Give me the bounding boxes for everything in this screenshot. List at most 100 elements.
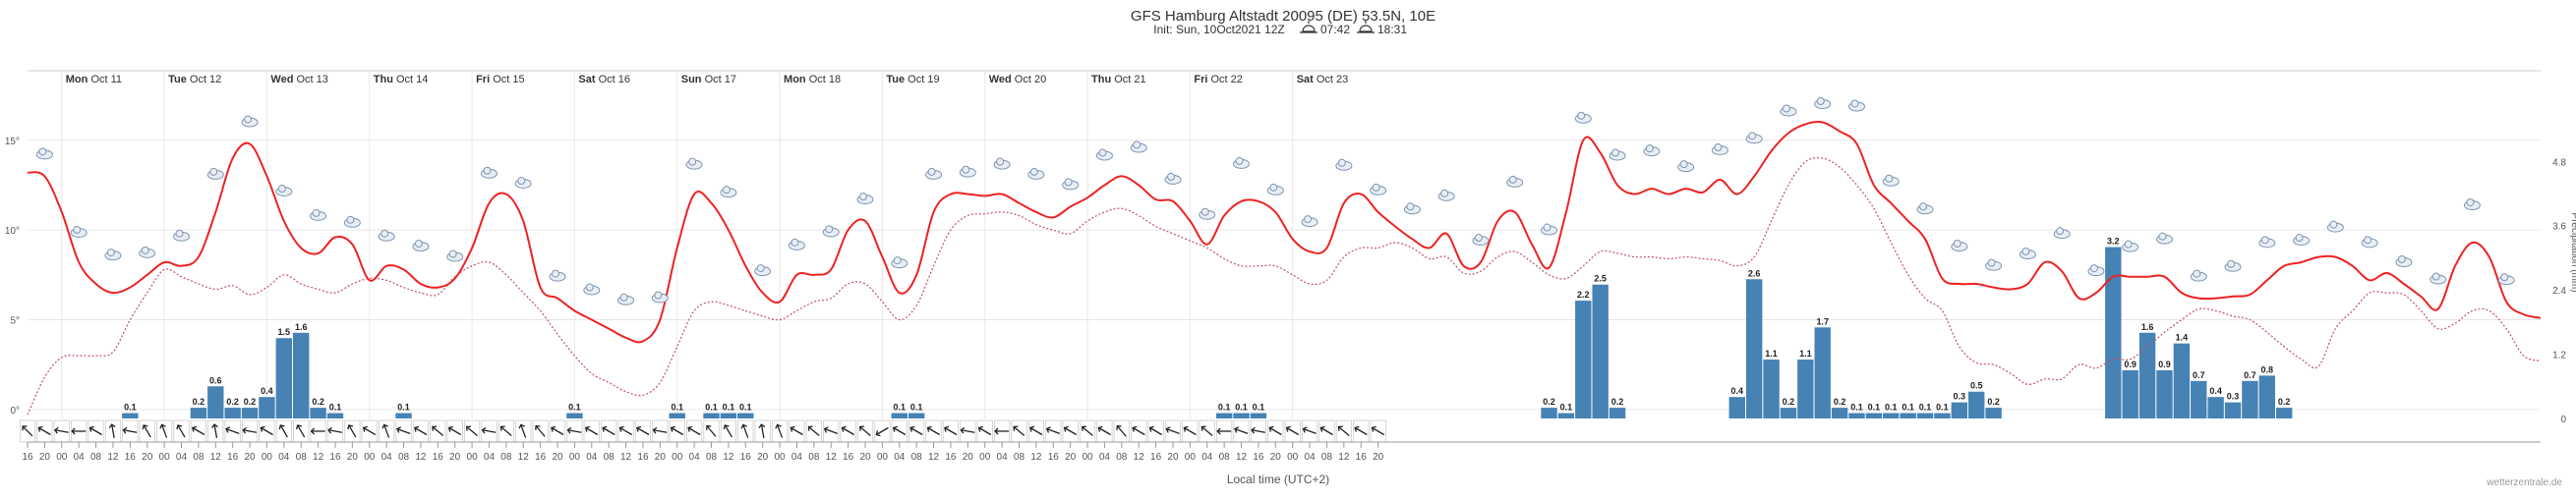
wind-arrow-head bbox=[977, 425, 983, 432]
precip-label: 0.2 bbox=[1543, 397, 1555, 407]
cloud-puff bbox=[1816, 97, 1825, 105]
wind-arrow-head bbox=[37, 425, 43, 432]
precip-bar bbox=[669, 413, 685, 418]
x-tick-label: 00 bbox=[672, 452, 683, 463]
wind-arrow-head bbox=[432, 425, 438, 431]
cloud-icon bbox=[2293, 234, 2311, 247]
x-tick-label: 12 bbox=[107, 452, 119, 463]
precip-bar bbox=[1557, 413, 1575, 418]
cloud-puff bbox=[1577, 111, 1586, 120]
x-tick-label: 16 bbox=[433, 452, 444, 463]
x-tick-label: 00 bbox=[262, 452, 273, 463]
x-tick-label: 16 bbox=[1150, 452, 1162, 463]
cloud-icon bbox=[2326, 220, 2344, 233]
wind-barb bbox=[310, 427, 325, 435]
precip-label: 0.1 bbox=[1218, 403, 1231, 413]
x-tick-label: 08 bbox=[398, 452, 410, 463]
wind-arrow-head bbox=[1013, 425, 1019, 431]
wind-arrow-head bbox=[192, 425, 198, 432]
precip-label: 0.1 bbox=[1885, 403, 1898, 413]
wind-shaft bbox=[636, 426, 650, 436]
precip-bar bbox=[310, 408, 326, 418]
precip-label: 0.1 bbox=[329, 403, 342, 413]
wind-barb bbox=[396, 426, 411, 435]
cloud-puff bbox=[1098, 148, 1107, 157]
cloud-icon bbox=[206, 167, 224, 180]
wind-shaft bbox=[1338, 426, 1350, 436]
wind-shaft bbox=[1320, 426, 1333, 436]
precip-bar bbox=[1916, 413, 1934, 418]
wind-arrow-head bbox=[1234, 426, 1240, 433]
wind-shaft bbox=[1183, 426, 1197, 436]
wind-arrow-head bbox=[499, 425, 505, 431]
wind-arrow-head bbox=[466, 425, 472, 431]
wind-barb bbox=[295, 424, 306, 438]
cloud-icon bbox=[925, 167, 943, 180]
precip-label: 0.1 bbox=[910, 403, 923, 413]
cloud-icon bbox=[1951, 239, 1968, 251]
x-tick-label: 08 bbox=[1014, 452, 1025, 463]
x-tick-label: 04 bbox=[586, 452, 598, 463]
precip-label: 0.1 bbox=[1560, 403, 1573, 413]
precip-bar bbox=[293, 332, 310, 418]
wind-shaft bbox=[859, 426, 871, 436]
precip-label: 2.5 bbox=[1594, 274, 1607, 284]
wind-shaft bbox=[89, 426, 102, 436]
wind-arrow-head bbox=[176, 424, 183, 430]
cloud-puff bbox=[2193, 269, 2201, 278]
wind-shaft bbox=[520, 424, 527, 438]
precip-label: 1.7 bbox=[1816, 316, 1829, 326]
x-tick-label: 08 bbox=[90, 452, 102, 463]
x-tick-label: 12 bbox=[1134, 452, 1145, 463]
wind-arrow-head bbox=[381, 423, 388, 429]
wind-arrow-head bbox=[1268, 425, 1274, 432]
x-tick-label: 20 bbox=[963, 452, 974, 463]
wind-arrow-head bbox=[396, 426, 402, 433]
cloud-icon bbox=[1095, 148, 1113, 161]
cloud-puff bbox=[927, 167, 936, 176]
cloud-puff bbox=[448, 250, 457, 258]
precip-bar bbox=[1592, 284, 1609, 418]
cloud-puff bbox=[2431, 272, 2440, 281]
cloud-puff bbox=[1406, 202, 1415, 211]
x-tick-label: 04 bbox=[1099, 452, 1111, 463]
day-label: Wed Oct 20 bbox=[989, 74, 1046, 85]
wind-shaft bbox=[482, 429, 497, 433]
precip-label: 1.4 bbox=[2176, 333, 2189, 343]
cloud-icon bbox=[70, 226, 88, 239]
temperature-lines bbox=[27, 121, 2542, 416]
precip-label: 0.1 bbox=[1936, 403, 1949, 413]
cloud-icon bbox=[685, 157, 703, 170]
cloud-puff bbox=[73, 226, 82, 235]
cloud-icon bbox=[617, 293, 635, 305]
cloud-icon bbox=[2087, 264, 2105, 277]
wind-barb bbox=[1234, 426, 1249, 435]
wind-arrow-head bbox=[551, 425, 556, 432]
wind-shaft bbox=[1082, 426, 1093, 436]
cloud-puff bbox=[1919, 202, 1928, 211]
wind-arrow-head bbox=[535, 424, 541, 430]
cloud-icon bbox=[2361, 236, 2378, 249]
cloud-puff bbox=[1337, 158, 1346, 167]
wind-barb bbox=[740, 423, 749, 438]
wind-barb bbox=[823, 426, 839, 435]
x-tick-label: 08 bbox=[706, 452, 718, 463]
precip-label: 0.1 bbox=[1902, 403, 1914, 413]
precip-label: 0.4 bbox=[261, 386, 273, 396]
wind-arrow-head bbox=[414, 425, 420, 432]
cloud-puff bbox=[244, 115, 253, 124]
cloud-puff bbox=[1953, 239, 1961, 248]
cloud-icon bbox=[1780, 104, 1797, 117]
wind-arrow-head bbox=[994, 427, 999, 435]
wind-arrow-head bbox=[1251, 426, 1256, 434]
cloud-puff bbox=[141, 246, 149, 254]
cloud-puff bbox=[2500, 273, 2509, 282]
cloud-puff bbox=[209, 167, 218, 176]
cloud-puff bbox=[381, 229, 389, 238]
precip-label: 1.6 bbox=[2141, 322, 2154, 332]
x-tick-label: 04 bbox=[791, 452, 803, 463]
wind-shaft bbox=[1354, 426, 1368, 436]
wind-shaft bbox=[348, 424, 357, 438]
day-label: Wed Oct 13 bbox=[270, 74, 327, 85]
